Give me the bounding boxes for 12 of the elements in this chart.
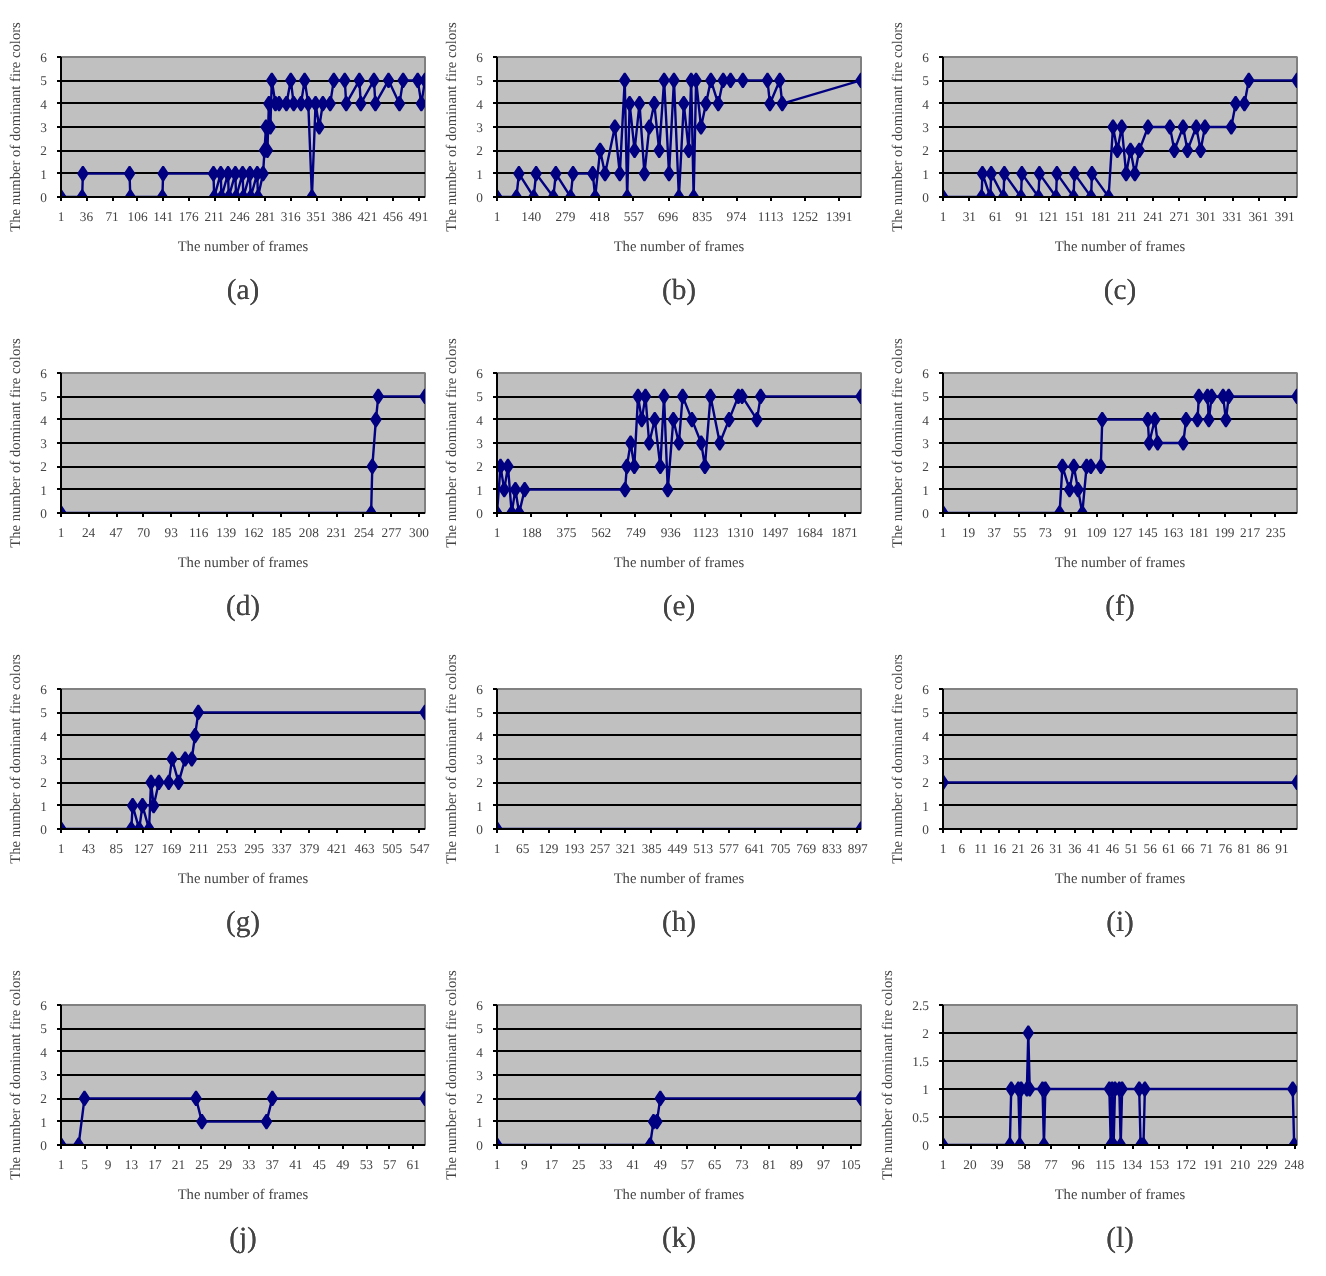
text: (b) xyxy=(661,275,697,307)
text: (k) xyxy=(661,1223,697,1255)
text: (l) xyxy=(1106,1223,1135,1255)
text: (c) xyxy=(1103,275,1137,307)
text: (d) xyxy=(225,591,261,623)
text: (g) xyxy=(225,907,261,939)
text: (e) xyxy=(662,591,696,623)
text: (j) xyxy=(229,1223,258,1255)
text: (f) xyxy=(1105,591,1135,623)
text: (h) xyxy=(661,907,697,939)
text: (i) xyxy=(1106,907,1135,939)
text: (a) xyxy=(226,275,260,307)
